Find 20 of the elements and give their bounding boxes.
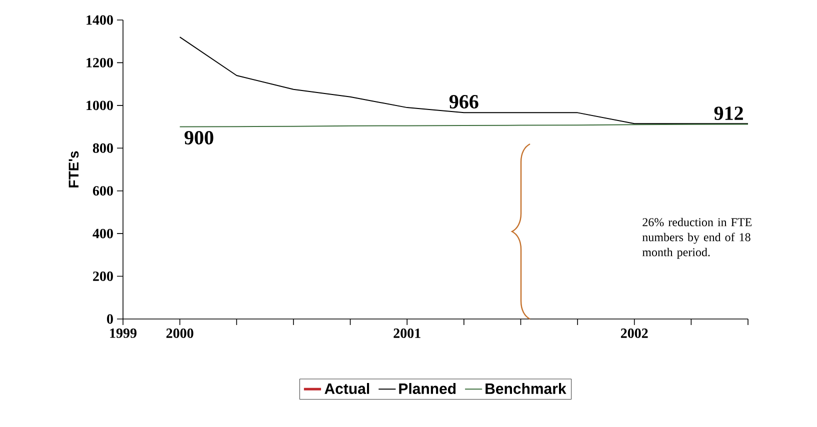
x-tick-label: 2000 — [166, 328, 194, 338]
y-tick-label: 800 — [92, 143, 113, 153]
x-tick-label: 2001 — [394, 328, 420, 338]
data-label: 900 — [184, 130, 214, 144]
legend-label: Benchmark — [486, 382, 566, 394]
data-label: 966 — [449, 95, 478, 108]
y-axis-title: FTE's — [68, 151, 79, 188]
y-tick-label: 1400 — [86, 15, 113, 25]
x-tick-label: 1999 — [110, 328, 136, 338]
y-tick-label: 1000 — [86, 100, 113, 110]
x-tick-label: 2002 — [620, 328, 648, 338]
y-tick-label: 0 — [107, 314, 113, 324]
legend-label: Actual — [324, 382, 370, 394]
y-tick-label: 600 — [92, 186, 113, 196]
annotation: 26% reduction in FTE numbers by end of 18 month period. — [642, 218, 752, 259]
data-label: 912 — [714, 106, 743, 120]
y-tick-label: 400 — [92, 228, 113, 238]
y-tick-label: 1200 — [86, 58, 113, 68]
y-tick-label: 200 — [93, 272, 113, 281]
legend-label: Planned — [399, 382, 456, 394]
